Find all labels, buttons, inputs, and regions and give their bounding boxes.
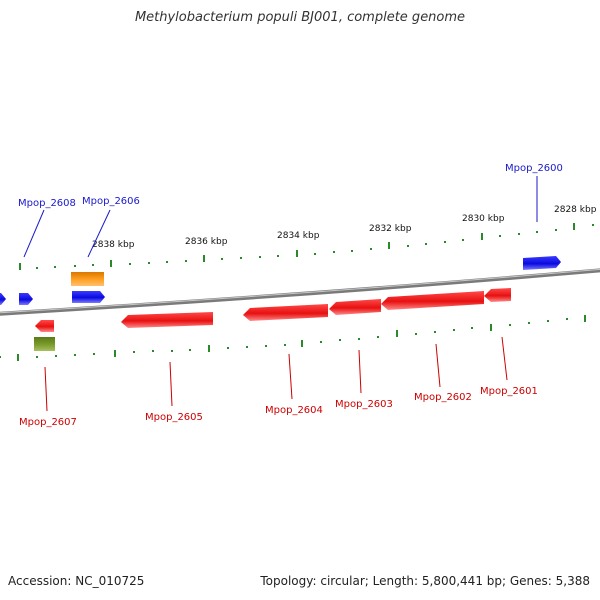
- gene-mpop-2605[interactable]: [121, 312, 213, 328]
- genome-summary-text: Topology: circular; Length: 5,800,441 bp…: [260, 574, 590, 588]
- scale-label-2836: 2836 kbp: [185, 237, 228, 247]
- scale-label-2832: 2832 kbp: [369, 224, 412, 234]
- scale-label-2828: 2828 kbp: [554, 205, 597, 215]
- scale-label-2830: 2830 kbp: [462, 214, 505, 224]
- lower-ticks: [0, 315, 586, 361]
- upper-ticks: [19, 223, 594, 270]
- scale-label-2834: 2834 kbp: [277, 231, 320, 241]
- gene-mpop-2601[interactable]: [484, 288, 511, 302]
- label-mpop-2603[interactable]: Mpop_2603: [335, 399, 393, 410]
- accession-text: Accession: NC_010725: [8, 574, 145, 588]
- label-mpop-2606[interactable]: Mpop_2606: [82, 196, 140, 207]
- label-mpop-2608[interactable]: Mpop_2608: [18, 198, 76, 209]
- gene-mpop-2603[interactable]: [329, 299, 381, 315]
- gene-mpop-2607[interactable]: [35, 320, 54, 332]
- genome-backbone-highlight: [0, 268, 600, 314]
- genome-title: Methylobacterium populi BJ001, complete …: [134, 10, 466, 25]
- label-mpop-2604[interactable]: Mpop_2604: [265, 405, 323, 416]
- gene-mpop-2600[interactable]: [523, 256, 561, 270]
- label-mpop-2605[interactable]: Mpop_2605: [145, 412, 203, 423]
- gene-feature-olive[interactable]: [34, 337, 55, 351]
- gene-edge-blue[interactable]: [0, 293, 6, 305]
- gene-mpop-2604[interactable]: [243, 304, 328, 321]
- scale-label-2838: 2838 kbp: [92, 240, 135, 250]
- label-leader-lines: [23, 176, 538, 412]
- gene-mpop-2602[interactable]: [381, 291, 484, 310]
- gene-mpop-2606[interactable]: [72, 291, 105, 303]
- genome-backbone: [0, 268, 600, 316]
- label-mpop-2607[interactable]: Mpop_2607: [19, 417, 77, 428]
- label-mpop-2600[interactable]: Mpop_2600: [505, 163, 563, 174]
- gene-mpop-2608[interactable]: [19, 293, 33, 305]
- label-mpop-2601[interactable]: Mpop_2601: [480, 386, 538, 397]
- gene-feature-orange[interactable]: [71, 272, 104, 286]
- label-mpop-2602[interactable]: Mpop_2602: [414, 392, 472, 403]
